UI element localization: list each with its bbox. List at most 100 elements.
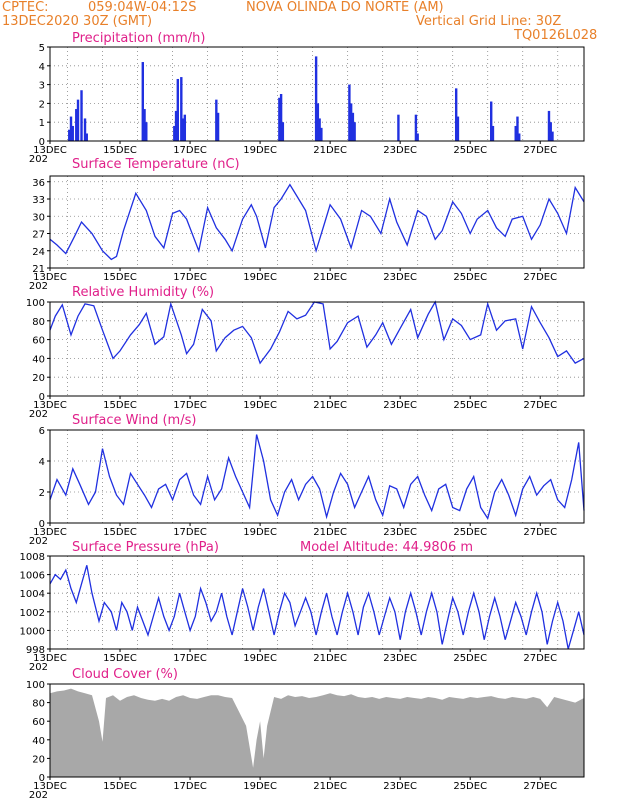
- header-init-time: 13DEC2020 30Z (GMT): [2, 14, 153, 29]
- precipitation-bar: [316, 103, 320, 141]
- precipitation-xtick-label: 19DEC: [243, 145, 277, 156]
- cloud_cover-title: Cloud Cover (%): [72, 667, 178, 682]
- precipitation-bar: [173, 125, 176, 141]
- relative_humidity-xtick-label: 13DEC: [33, 400, 67, 411]
- precipitation-xtick-label: 13DEC: [33, 145, 67, 156]
- relative_humidity-xtick-label: 19DEC: [243, 400, 277, 411]
- header-station: NOVA OLINDA DO NORTE (AM): [246, 0, 444, 15]
- precipitation-xtick-label: 15DEC: [103, 145, 137, 156]
- cloud_cover-xtick-label: 15DEC: [103, 781, 137, 792]
- precipitation-ytick-label: 2: [39, 99, 45, 110]
- surface_wind-xtick-label: 15DEC: [103, 527, 137, 538]
- surface_temperature-xtick-label: 19DEC: [243, 272, 277, 283]
- cloud_cover-xtick-label: 19DEC: [243, 781, 277, 792]
- header-grid-note: Vertical Grid Line: 30Z: [416, 14, 562, 29]
- precipitation-bar: [490, 101, 493, 141]
- surface_pressure-line: [49, 565, 585, 650]
- surface_temperature-year-label: 202: [29, 281, 48, 292]
- precipitation-bar: [216, 112, 220, 141]
- surface_pressure-ytick-label: 1000: [20, 626, 45, 637]
- surface_pressure-frame: [49, 555, 585, 650]
- cloud_cover-area: [50, 688, 584, 777]
- precipitation-bar: [456, 116, 460, 141]
- cloud_cover-xtick-label: 27DEC: [523, 781, 557, 792]
- precipitation-bar: [176, 78, 180, 141]
- relative_humidity-year-label: 202: [29, 409, 48, 420]
- precipitation-bar: [141, 62, 144, 141]
- relative_humidity-xtick-label: 27DEC: [523, 400, 557, 411]
- precipitation-ytick-label: 4: [39, 62, 45, 73]
- precipitation-bar: [516, 116, 519, 141]
- surface_temperature-line: [49, 183, 585, 261]
- relative_humidity-line: [49, 300, 585, 365]
- cloud_cover-ytick-label: 60: [32, 717, 45, 728]
- precipitation-bar: [75, 109, 78, 141]
- precipitation-bar: [174, 110, 178, 141]
- surface_pressure-title: Surface Pressure (hPa): [72, 540, 219, 555]
- surface_pressure-annotation: Model Altitude: 44.9806 m: [300, 540, 473, 555]
- surface_wind-ytick-label: 2: [39, 488, 45, 499]
- surface_pressure-xtick-label: 21DEC: [313, 653, 347, 664]
- surface_wind-xtick-label: 13DEC: [33, 527, 67, 538]
- cloud_cover-ytick-label: 0: [39, 773, 45, 784]
- surface_pressure-xtick-label: 19DEC: [243, 653, 277, 664]
- precipitation-bar: [348, 84, 351, 141]
- precipitation-xtick-label: 23DEC: [383, 145, 417, 156]
- surface_wind-title: Surface Wind (m/s): [72, 413, 196, 428]
- surface_wind-ytick-label: 6: [39, 426, 45, 437]
- surface_temperature-ytick-label: 27: [32, 230, 45, 241]
- precipitation-bar: [454, 88, 458, 141]
- surface_pressure-ytick-label: 1002: [20, 608, 45, 619]
- surface_wind-ytick-label: 0: [39, 519, 45, 530]
- header-code: TQ0126L028: [514, 28, 598, 43]
- cloud_cover-ytick-label: 40: [32, 736, 45, 747]
- relative_humidity-ytick-label: 60: [32, 336, 45, 347]
- cloud_cover-frame: [49, 683, 585, 778]
- precipitation-xtick-label: 27DEC: [523, 145, 557, 156]
- precipitation-ytick-label: 5: [39, 43, 45, 54]
- precipitation-bar: [351, 112, 355, 141]
- precipitation-title: Precipitation (mm/h): [72, 31, 205, 46]
- cloud_cover-xtick-label: 21DEC: [313, 781, 347, 792]
- surface_temperature-ytick-label: 21: [32, 264, 45, 275]
- cloud_cover-xtick-label: 13DEC: [33, 781, 67, 792]
- surface_temperature-title: Surface Temperature (nC): [72, 157, 240, 172]
- precipitation-bar: [143, 109, 146, 141]
- surface_temperature-ytick-label: 36: [32, 178, 45, 189]
- surface_temperature-xtick-label: 13DEC: [33, 272, 67, 283]
- precipitation-ytick-label: 1: [39, 118, 45, 129]
- relative_humidity-xtick-label: 17DEC: [173, 400, 207, 411]
- surface_wind-ytick-label: 4: [39, 457, 45, 468]
- surface_temperature-frame: [49, 175, 585, 269]
- surface_pressure-ytick-label: 1004: [20, 589, 45, 600]
- precipitation-bar: [69, 116, 73, 141]
- surface_temperature-xtick-label: 21DEC: [313, 272, 347, 283]
- cloud_cover-ytick-label: 100: [26, 680, 45, 691]
- precipitation-bar: [353, 122, 356, 141]
- precipitation-bar: [278, 97, 281, 141]
- surface_pressure-xtick-label: 15DEC: [103, 653, 137, 664]
- cloud_cover-xtick-label: 17DEC: [173, 781, 207, 792]
- precipitation-ytick-label: 3: [39, 81, 45, 92]
- surface_pressure-xtick-label: 23DEC: [383, 653, 417, 664]
- precipitation-frame: [49, 46, 585, 142]
- header-coords: 059:04W-04:12S: [88, 0, 197, 15]
- precipitation-xtick-label: 17DEC: [173, 145, 207, 156]
- precipitation-xtick-label: 21DEC: [313, 145, 347, 156]
- precipitation-bar: [279, 94, 283, 141]
- surface_wind-xtick-label: 17DEC: [173, 527, 207, 538]
- precipitation-bar: [181, 118, 185, 141]
- surface_wind-xtick-label: 19DEC: [243, 527, 277, 538]
- relative_humidity-xtick-label: 23DEC: [383, 400, 417, 411]
- precipitation-bar: [416, 133, 419, 141]
- precipitation-bar: [215, 99, 218, 141]
- precipitation-bar: [314, 56, 318, 141]
- precipitation-bar: [320, 127, 323, 141]
- surface_temperature-ytick-label: 24: [32, 247, 45, 258]
- surface_wind-year-label: 202: [29, 536, 48, 547]
- relative_humidity-xtick-label: 25DEC: [453, 400, 487, 411]
- precipitation-year-label: 202: [29, 154, 48, 165]
- surface_temperature-xtick-label: 27DEC: [523, 272, 557, 283]
- precipitation-ytick-label: 0: [39, 137, 45, 148]
